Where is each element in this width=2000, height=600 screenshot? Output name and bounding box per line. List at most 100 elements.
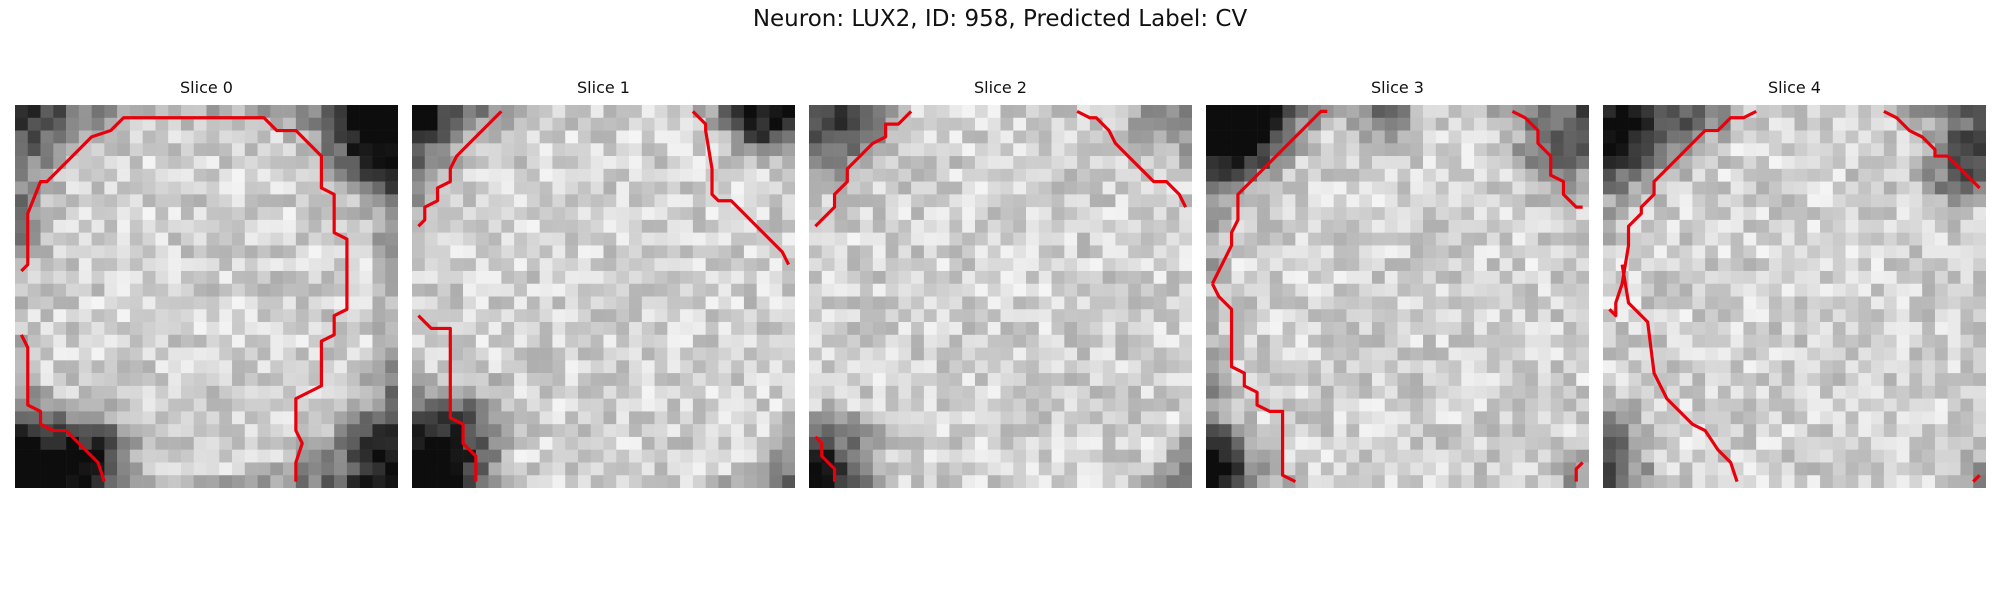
image-pixel [1603, 270, 1617, 284]
image-pixel [834, 309, 848, 323]
image-pixel [1026, 207, 1040, 221]
image-pixel [78, 258, 92, 272]
image-pixel [1807, 322, 1821, 336]
image-pixel [168, 207, 182, 221]
image-pixel [437, 475, 451, 488]
image-pixel [834, 334, 848, 348]
image-pixel [1115, 424, 1129, 438]
image-pixel [1628, 181, 1642, 195]
image-pixel [1756, 436, 1770, 450]
image-pixel [1947, 475, 1961, 488]
image-pixel [1384, 424, 1398, 438]
image-pixel [885, 156, 899, 170]
image-pixel [1320, 322, 1334, 336]
image-pixel [1102, 168, 1116, 182]
image-pixel [219, 283, 233, 297]
image-pixel [974, 270, 988, 284]
image-pixel [244, 475, 258, 488]
image-pixel [1359, 322, 1373, 336]
image-pixel [962, 398, 976, 412]
image-pixel [295, 475, 309, 488]
image-pixel [155, 117, 169, 131]
image-pixel [475, 296, 489, 310]
image-pixel [412, 245, 426, 259]
image-pixel [1807, 258, 1821, 272]
image-pixel [117, 296, 131, 310]
image-pixel [1832, 360, 1846, 374]
image-pixel [1461, 309, 1475, 323]
image-pixel [1153, 143, 1167, 157]
image-pixel [743, 296, 757, 310]
image-pixel [1820, 130, 1834, 144]
image-pixel [91, 436, 105, 450]
image-pixel [1320, 143, 1334, 157]
image-pixel [1947, 181, 1961, 195]
image-pixel [1525, 385, 1539, 399]
image-pixel [667, 283, 681, 297]
image-pixel [974, 398, 988, 412]
image-pixel [1807, 411, 1821, 425]
image-pixel [1960, 130, 1974, 144]
image-pixel [885, 360, 899, 374]
image-pixel [1038, 258, 1052, 272]
image-pixel [501, 117, 515, 131]
image-pixel [168, 168, 182, 182]
image-pixel [1282, 347, 1296, 361]
image-pixel [526, 398, 540, 412]
image-pixel [1576, 117, 1589, 131]
image-pixel [1089, 194, 1103, 208]
image-pixel [155, 436, 169, 450]
image-pixel [936, 424, 950, 438]
image-pixel [168, 436, 182, 450]
image-pixel [885, 232, 899, 246]
image-pixel [244, 207, 258, 221]
image-pixel [450, 207, 464, 221]
image-pixel [232, 411, 246, 425]
image-pixel [1000, 130, 1014, 144]
image-pixel [206, 462, 220, 476]
image-pixel [552, 373, 566, 387]
image-pixel [1320, 117, 1334, 131]
image-pixel [1282, 105, 1296, 119]
image-pixel [577, 219, 591, 233]
image-pixel [616, 168, 630, 182]
image-pixel [923, 360, 937, 374]
image-pixel [321, 105, 335, 119]
image-pixel [1512, 322, 1526, 336]
image-pixel [911, 105, 925, 119]
image-pixel [809, 309, 823, 323]
image-pixel [1051, 424, 1065, 438]
image-pixel [987, 373, 1001, 387]
image-pixel [603, 475, 617, 488]
image-pixel [987, 117, 1001, 131]
image-pixel [667, 424, 681, 438]
image-pixel [1794, 424, 1808, 438]
segmentation-contour [814, 110, 913, 228]
image-pixel [1206, 398, 1220, 412]
image-pixel [936, 207, 950, 221]
image-pixel [66, 181, 80, 195]
image-pixel [1603, 283, 1617, 297]
image-pixel [1705, 411, 1719, 425]
image-pixel [424, 334, 438, 348]
image-pixel [1077, 245, 1091, 259]
image-pixel [15, 475, 29, 488]
image-pixel [923, 385, 937, 399]
image-pixel [1537, 309, 1551, 323]
image-pixel [1423, 411, 1437, 425]
image-pixel [1756, 232, 1770, 246]
image-pixel [346, 194, 360, 208]
image-pixel [1128, 449, 1142, 463]
image-pixel [283, 232, 297, 246]
image-pixel [680, 232, 694, 246]
image-pixel [1563, 207, 1577, 221]
image-pixel [1435, 462, 1449, 476]
image-pixel [1269, 130, 1283, 144]
image-pixel [1371, 347, 1385, 361]
image-pixel [1102, 258, 1116, 272]
image-pixel [1333, 130, 1347, 144]
image-pixel [1654, 143, 1668, 157]
image-pixel [1858, 347, 1872, 361]
image-pixel [1410, 156, 1424, 170]
image-pixel [1231, 130, 1245, 144]
